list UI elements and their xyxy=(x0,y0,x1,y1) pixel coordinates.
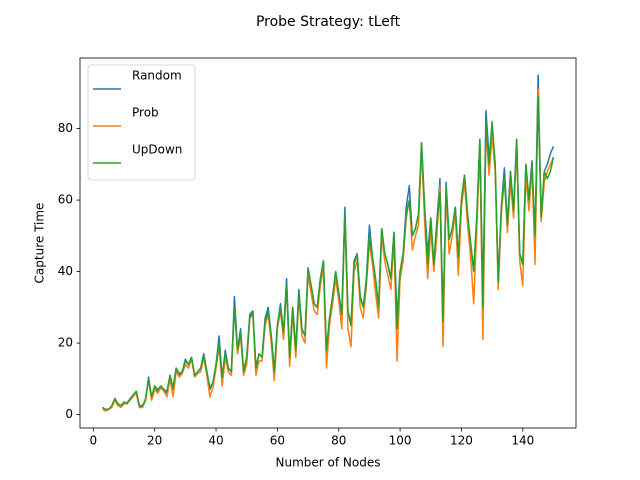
legend-box xyxy=(87,64,196,181)
plot-frame xyxy=(79,57,577,429)
y-axis-label: Capture Time xyxy=(33,203,47,284)
x-tick-label: 40 xyxy=(208,434,223,448)
x-tick-label: 100 xyxy=(389,434,412,448)
legend-label: UpDown xyxy=(132,143,182,157)
y-tick-label: 20 xyxy=(58,336,73,350)
x-tick-label: 0 xyxy=(90,434,98,448)
y-tick-label: 0 xyxy=(65,407,73,421)
legend-label: Random xyxy=(132,69,182,83)
y-tick-label: 80 xyxy=(58,121,73,135)
x-tick-label: 20 xyxy=(147,434,162,448)
x-tick-label: 120 xyxy=(450,434,473,448)
x-tick-label: 60 xyxy=(270,434,285,448)
x-axis-label: Number of Nodes xyxy=(276,456,381,470)
y-tick-label: 40 xyxy=(58,264,73,278)
legend-label: Prob xyxy=(132,106,159,120)
x-tick-label: 140 xyxy=(511,434,534,448)
x-tick-label: 80 xyxy=(331,434,346,448)
series-line xyxy=(102,95,555,410)
y-tick-label: 60 xyxy=(58,193,73,207)
chart-title: Probe Strategy: tLeft xyxy=(256,14,401,30)
